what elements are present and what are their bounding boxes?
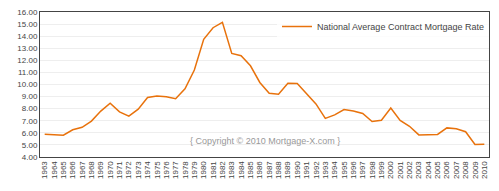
svg-text:1997: 1997 [358,161,367,179]
svg-text:1990: 1990 [293,161,302,179]
svg-text:{ Copyright © 2010 Mortgage-X.: { Copyright © 2010 Mortgage-X.com } [190,136,340,146]
svg-text:1965: 1965 [59,161,68,179]
svg-text:1995: 1995 [340,161,349,179]
svg-text:8.00: 8.00 [22,104,38,113]
svg-text:1975: 1975 [153,161,162,179]
svg-text:1972: 1972 [124,161,133,179]
svg-text:1999: 1999 [377,161,386,179]
svg-text:1964: 1964 [50,161,59,179]
svg-text:1984: 1984 [237,161,246,179]
svg-text:1987: 1987 [265,161,274,179]
svg-text:2003: 2003 [414,161,423,179]
svg-text:2005: 2005 [433,161,442,179]
svg-text:6.00: 6.00 [22,129,38,138]
svg-text:1980: 1980 [199,161,208,179]
svg-text:1992: 1992 [312,161,321,179]
svg-text:1998: 1998 [368,161,377,179]
svg-text:11.00: 11.00 [18,68,38,77]
svg-text:1982: 1982 [218,161,227,179]
svg-text:2010: 2010 [480,161,489,179]
svg-text:9.00: 9.00 [22,92,38,101]
svg-text:1981: 1981 [209,161,218,179]
svg-text:1985: 1985 [246,161,255,179]
svg-text:1986: 1986 [255,161,264,179]
svg-text:1989: 1989 [283,161,292,179]
svg-text:2001: 2001 [396,161,405,179]
svg-text:1996: 1996 [349,161,358,179]
svg-text:National Average Contract Mort: National Average Contract Mortgage Rate [317,22,484,32]
svg-text:1969: 1969 [96,161,105,179]
svg-text:1971: 1971 [115,161,124,179]
svg-text:1994: 1994 [330,161,339,179]
svg-text:1983: 1983 [227,161,236,179]
svg-text:2006: 2006 [443,161,452,179]
svg-text:10.00: 10.00 [17,80,38,89]
svg-text:4.00: 4.00 [22,153,38,162]
svg-text:14.00: 14.00 [17,32,38,41]
svg-text:1979: 1979 [190,161,199,179]
svg-text:2009: 2009 [471,161,480,179]
svg-text:1966: 1966 [68,161,77,179]
svg-text:2007: 2007 [452,161,461,179]
svg-text:5.00: 5.00 [22,141,38,150]
svg-text:7.00: 7.00 [22,117,38,126]
svg-text:1978: 1978 [181,161,190,179]
svg-text:1976: 1976 [162,161,171,179]
svg-text:1988: 1988 [274,161,283,179]
svg-text:13.00: 13.00 [17,44,38,53]
svg-text:1993: 1993 [321,161,330,179]
svg-text:15.00: 15.00 [17,20,38,29]
svg-text:1967: 1967 [78,161,87,179]
svg-text:2004: 2004 [424,161,433,179]
svg-text:2002: 2002 [405,161,414,179]
svg-text:1974: 1974 [143,161,152,179]
svg-text:1963: 1963 [40,161,49,179]
svg-text:12.00: 12.00 [17,56,38,65]
svg-text:16.00: 16.00 [17,8,38,17]
svg-text:2000: 2000 [386,161,395,179]
svg-text:1970: 1970 [106,161,115,179]
svg-text:2008: 2008 [461,161,470,179]
svg-text:1991: 1991 [302,161,311,179]
svg-text:1968: 1968 [87,161,96,179]
svg-text:1973: 1973 [134,161,143,179]
svg-text:1977: 1977 [171,161,180,179]
